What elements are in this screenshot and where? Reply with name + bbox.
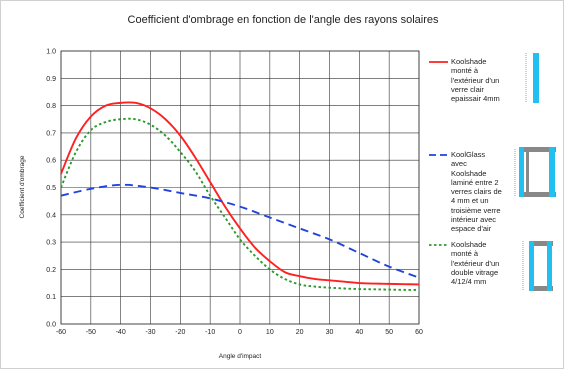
x-ticks: -60 -50 -40 -30 -20 -10 0 10 20 30 40 50 60 [56,329,423,336]
x-axis-label: Angle d'impact [219,353,262,360]
y-tick-label: 0.9 [46,76,56,83]
y-tick-label: 0.1 [46,294,56,301]
legend-label-series-3: Koolshade monté à l'extérieur d'un doubl… [451,240,500,287]
x-tick-label: 20 [296,329,304,336]
y-tick-label: 0.0 [46,322,56,329]
chart-title: Coefficient d'ombrage en fonction de l'a… [127,14,439,26]
x-tick-label: 50 [385,329,393,336]
y-axis-label: Coefficient d'ombrage [19,155,26,218]
x-tick-label: -50 [86,329,96,336]
y-tick-label: 0.6 [46,158,56,165]
x-tick-label: 60 [415,329,423,336]
x-tick-label: -10 [205,329,215,336]
x-tick-label: 40 [355,329,363,336]
series-group [60,101,420,291]
y-tick-label: 0.5 [46,185,56,192]
y-tick-label: 1.0 [46,49,56,56]
series-line-2 [60,183,420,279]
legend-label-series-1: Koolshade monté à l'extérieur d'un verre… [451,57,500,104]
x-tick-label: -40 [116,329,126,336]
x-tick-label: 30 [326,329,334,336]
x-tick-label: -20 [175,329,185,336]
y-tick-label: 0.2 [46,267,56,274]
laminated-pane-icon [514,147,556,197]
x-tick-label: 10 [266,329,274,336]
legend-label-series-2: KoolGlass avec Koolshade laminé entre 2 … [451,150,502,234]
y-ticks: 0.0 0.1 0.2 0.3 0.4 0.5 0.6 0.7 0.8 0.9 1.0 [46,49,56,329]
x-tick-label: -30 [145,329,155,336]
y-tick-label: 0.7 [46,130,56,137]
series-line-1 [60,101,420,286]
y-tick-label: 0.4 [46,212,56,219]
grid [60,50,420,325]
series-line-3 [60,117,420,291]
y-tick-label: 0.3 [46,240,56,247]
double-glazing-icon [522,241,553,291]
y-tick-label: 0.8 [46,103,56,110]
x-tick-label: -60 [56,329,66,336]
x-tick-label: 0 [238,329,242,336]
single-pane-icon [525,53,539,103]
